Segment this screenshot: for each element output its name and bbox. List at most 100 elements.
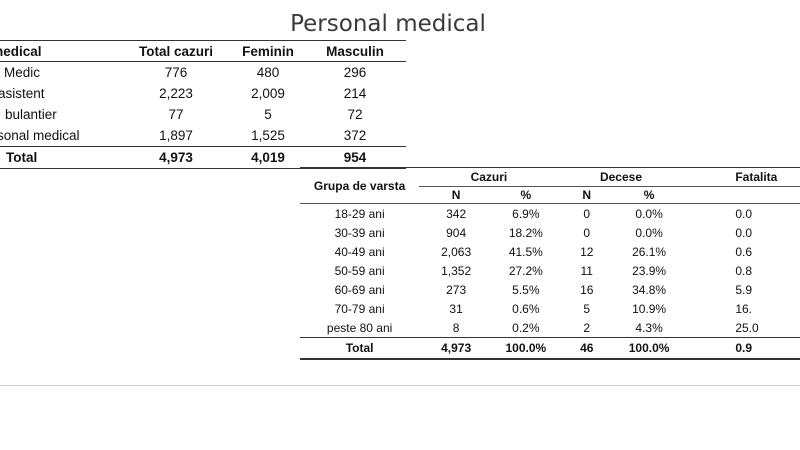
row-age-group: 50-59 ani bbox=[334, 263, 385, 278]
row-cases-n: 31 bbox=[449, 301, 463, 316]
row-cases-pct: 41.5% bbox=[508, 244, 543, 259]
row-female: 2,009 bbox=[251, 86, 285, 101]
table-row: Medic 776 480 296 bbox=[0, 62, 406, 84]
total-label: Total bbox=[300, 337, 420, 360]
row-cases-pct: 0.6% bbox=[512, 301, 540, 316]
age-group-table: Grupa de varsta Cazuri Decese Fatalita N… bbox=[300, 167, 800, 360]
row-total: 776 bbox=[164, 65, 188, 80]
table-row: 70-79 ani 31 0.6% 5 10.9% 16. bbox=[300, 299, 800, 318]
row-age-group: 30-39 ani bbox=[334, 225, 385, 240]
row-deaths-n: 12 bbox=[580, 244, 594, 259]
total-cases: 4,973 bbox=[120, 146, 232, 169]
subheader-fatality bbox=[683, 186, 800, 204]
total-male: 954 bbox=[304, 146, 406, 169]
row-age-group: 60-69 ani bbox=[334, 282, 385, 297]
row-cases-pct: 27.2% bbox=[508, 263, 543, 278]
row-deaths-pct: 26.1% bbox=[632, 244, 667, 259]
row-fatality: 5.9 bbox=[735, 282, 753, 297]
total-label: Total bbox=[0, 146, 120, 169]
header-category: nal medical bbox=[0, 40, 120, 62]
staff-table-header: nal medical Total cazuri Feminin Masculi… bbox=[0, 40, 406, 62]
row-age-group: 40-49 ani bbox=[334, 244, 385, 259]
table-row: 18-29 ani 342 6.9% 0 0.0% 0.0 bbox=[300, 204, 800, 224]
row-cases-pct: 18.2% bbox=[508, 225, 543, 240]
row-age-group: 70-79 ani bbox=[334, 301, 385, 316]
row-male: 214 bbox=[343, 86, 367, 101]
row-deaths-n: 0 bbox=[583, 225, 591, 240]
row-male: 296 bbox=[343, 65, 367, 80]
row-cases-n: 8 bbox=[452, 320, 460, 335]
row-age-group: 18-29 ani bbox=[334, 206, 385, 221]
subheader-cases-pct: % bbox=[493, 186, 559, 204]
slide-divider bbox=[0, 385, 800, 386]
row-cases-n: 342 bbox=[446, 206, 467, 221]
row-cases-n: 904 bbox=[446, 225, 467, 240]
table-total-row: Total 4,973 100.0% 46 100.0% 0.9 bbox=[300, 337, 800, 360]
row-male: 72 bbox=[347, 107, 363, 122]
header-fatality: Fatalita bbox=[683, 167, 800, 187]
row-cases-pct: 6.9% bbox=[512, 206, 540, 221]
age-table-group-header: Grupa de varsta Cazuri Decese Fatalita bbox=[300, 167, 800, 204]
row-deaths-n: 11 bbox=[580, 263, 593, 278]
table-row: 50-59 ani 1,352 27.2% 11 23.9% 0.8 bbox=[300, 261, 800, 280]
row-cases-pct: 5.5% bbox=[512, 282, 540, 297]
row-total: 2,223 bbox=[159, 86, 193, 101]
table-row: asistent 2,223 2,009 214 bbox=[0, 83, 406, 104]
table-row: 60-69 ani 273 5.5% 16 34.8% 5.9 bbox=[300, 280, 800, 299]
table-total-row: Total 4,973 4,019 954 bbox=[0, 146, 406, 169]
subheader-deaths-pct: % bbox=[614, 186, 684, 204]
header-female: Feminin bbox=[232, 40, 304, 62]
table-row: bulantier 77 5 72 bbox=[0, 104, 406, 125]
row-total: 77 bbox=[168, 107, 184, 122]
table-row: 30-39 ani 904 18.2% 0 0.0% 0.0 bbox=[300, 223, 800, 242]
row-deaths-n: 16 bbox=[580, 282, 594, 297]
row-category: asistent bbox=[0, 86, 45, 101]
total-cases-pct: 100.0% bbox=[493, 337, 559, 360]
row-male: 372 bbox=[343, 128, 367, 143]
header-total-cases: Total cazuri bbox=[120, 40, 232, 62]
row-deaths-n: 0 bbox=[583, 206, 591, 221]
row-age-group: peste 80 ani bbox=[326, 320, 393, 335]
staff-table: nal medical Total cazuri Feminin Masculi… bbox=[0, 40, 406, 169]
total-fatality: 0.9 bbox=[683, 337, 800, 360]
table-row: 40-49 ani 2,063 41.5% 12 26.1% 0.6 bbox=[300, 242, 800, 261]
table-row: sonal medical 1,897 1,525 372 bbox=[0, 125, 406, 147]
row-deaths-n: 5 bbox=[583, 301, 591, 316]
page-title: Personal medical bbox=[290, 11, 486, 37]
total-deaths-n: 46 bbox=[558, 337, 615, 360]
total-cases-n: 4,973 bbox=[419, 337, 494, 360]
row-deaths-pct: 10.9% bbox=[632, 301, 667, 316]
row-deaths-pct: 23.9% bbox=[632, 263, 667, 278]
total-female: 4,019 bbox=[232, 146, 304, 169]
total-deaths-pct: 100.0% bbox=[614, 337, 684, 360]
header-deaths: Decese bbox=[558, 167, 684, 187]
header-age-group: Grupa de varsta bbox=[300, 167, 420, 204]
header-cases: Cazuri bbox=[419, 167, 559, 187]
row-cases-pct: 0.2% bbox=[512, 320, 540, 335]
subheader-deaths-n: N bbox=[558, 186, 615, 204]
row-deaths-n: 2 bbox=[583, 320, 591, 335]
row-cases-n: 273 bbox=[446, 282, 467, 297]
row-fatality: 16. bbox=[735, 301, 753, 316]
row-fatality: 0.8 bbox=[735, 263, 753, 278]
row-female: 1,525 bbox=[251, 128, 285, 143]
row-category: bulantier bbox=[5, 107, 57, 122]
row-cases-n: 1,352 bbox=[441, 263, 472, 278]
row-fatality: 0.0 bbox=[735, 206, 753, 221]
row-female: 480 bbox=[256, 65, 280, 80]
row-fatality: 25.0 bbox=[735, 320, 759, 335]
row-fatality: 0.0 bbox=[735, 225, 753, 240]
row-category: Medic bbox=[4, 65, 41, 80]
row-deaths-pct: 4.3% bbox=[635, 320, 663, 335]
subheader-cases-n: N bbox=[419, 186, 494, 204]
row-cases-n: 2,063 bbox=[441, 244, 472, 259]
row-female: 5 bbox=[264, 107, 272, 122]
table-row: peste 80 ani 8 0.2% 2 4.3% 25.0 bbox=[300, 318, 800, 338]
row-category: sonal medical bbox=[0, 128, 80, 143]
row-total: 1,897 bbox=[159, 128, 193, 143]
age-table-sub-header: N % N % bbox=[300, 186, 800, 204]
row-deaths-pct: 0.0% bbox=[635, 206, 663, 221]
row-deaths-pct: 0.0% bbox=[635, 225, 663, 240]
row-deaths-pct: 34.8% bbox=[632, 282, 667, 297]
row-fatality: 0.6 bbox=[735, 244, 753, 259]
